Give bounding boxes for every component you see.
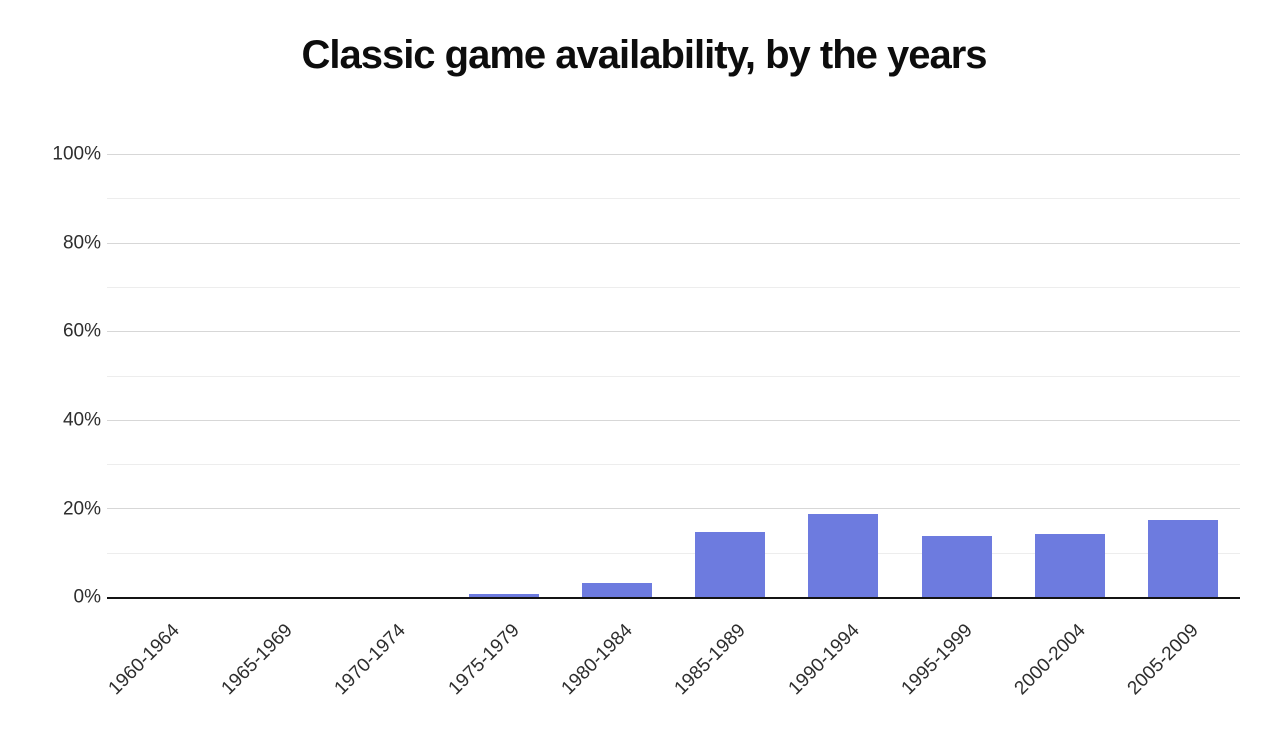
major-gridline-100 — [107, 154, 1240, 155]
major-gridline-20 — [107, 508, 1240, 510]
minor-gridline-90 — [107, 198, 1240, 200]
x-axis-tick-label: 1965-1969 — [217, 620, 297, 700]
x-axis-tick-label: 1995-1999 — [897, 620, 977, 700]
y-axis-tick-label: 40% — [62, 409, 101, 431]
chart-title: Classic game availability, by the years — [301, 33, 987, 77]
plot-area: 0% 20% 40% 60% 80% 100% 1960-1964 1965-1969 1970… — [52, 144, 1240, 699]
bar-1975-1979 — [468, 593, 539, 598]
y-axis-tick-label: 20% — [62, 497, 101, 519]
major-gridline-60 — [107, 331, 1240, 333]
x-axis-tick-label: 2005-2009 — [1124, 620, 1204, 700]
x-axis-tick-label: 1980-1984 — [557, 620, 637, 700]
bar-1980-1984 — [581, 582, 652, 598]
x-axis-tick-label: 1990-1994 — [784, 620, 864, 700]
minor-gridline-10 — [107, 552, 1240, 554]
bar-1995-1999 — [921, 535, 992, 598]
x-axis-tick-label: 1960-1964 — [104, 620, 184, 700]
minor-gridline-70 — [107, 286, 1240, 288]
bar-2000-2004 — [1035, 533, 1106, 598]
minor-gridline-50 — [107, 375, 1240, 377]
y-axis-tick-label: 60% — [62, 320, 101, 342]
x-axis-line — [107, 597, 1240, 599]
minor-gridline-30 — [107, 464, 1240, 466]
y-axis-tick-label: 0% — [73, 586, 101, 608]
x-axis-tick-label: 1975-1979 — [444, 620, 524, 700]
x-axis-tick-label: 1985-1989 — [670, 620, 751, 700]
x-axis-tick-label: 2000-2004 — [1010, 620, 1090, 700]
major-gridline-80 — [107, 242, 1240, 244]
y-axis-tick-label: 80% — [62, 232, 101, 254]
x-axis-tick-label: 1970-1974 — [330, 620, 411, 700]
bar-1985-1989 — [695, 531, 766, 598]
bar-2005-2009 — [1148, 520, 1219, 598]
y-axis-tick-label: 100% — [52, 143, 101, 165]
major-gridline-40 — [107, 419, 1240, 421]
bar-1990-1994 — [808, 513, 879, 598]
